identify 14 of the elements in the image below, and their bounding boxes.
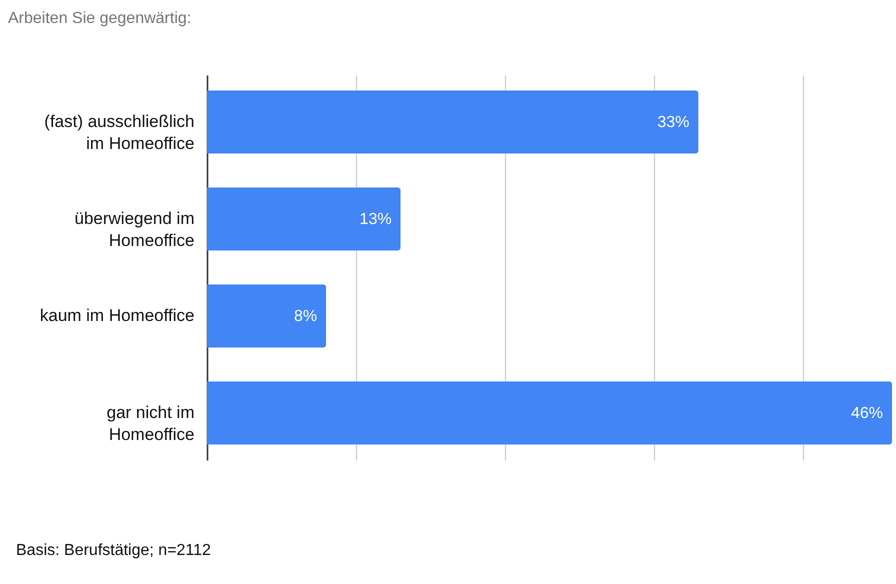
bar: [207, 284, 326, 348]
data-label: 46%: [850, 404, 883, 422]
data-label: 8%: [294, 308, 318, 325]
bar: [207, 381, 892, 444]
y-tick-label: kaum im Homeoffice: [40, 306, 194, 325]
y-tick-label: gar nicht im Homeoffice: [106, 402, 194, 444]
text: Basis: Berufstätige; n=2112: [16, 542, 212, 559]
bar: [207, 90, 698, 154]
data-label: 13%: [360, 211, 392, 228]
bar: [207, 187, 401, 251]
chart-title: Arbeiten Sie gegenwärtig:: [8, 10, 192, 27]
y-tick-label: überwiegend im Homeoffice: [74, 209, 194, 250]
data-label: 33%: [657, 114, 690, 132]
y-tick-label: (fast) ausschließlich im Homeoffice: [44, 112, 194, 154]
